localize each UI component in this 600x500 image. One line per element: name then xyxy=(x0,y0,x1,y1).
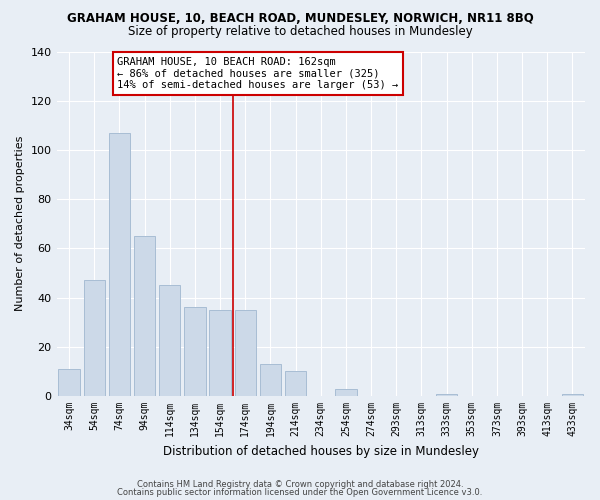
Bar xyxy=(562,394,583,396)
Bar xyxy=(58,369,80,396)
Bar xyxy=(184,308,206,396)
Bar xyxy=(209,310,231,396)
Text: Contains HM Land Registry data © Crown copyright and database right 2024.: Contains HM Land Registry data © Crown c… xyxy=(137,480,463,489)
Text: Contains public sector information licensed under the Open Government Licence v3: Contains public sector information licen… xyxy=(118,488,482,497)
Bar xyxy=(285,372,307,396)
Bar xyxy=(260,364,281,396)
Bar xyxy=(235,310,256,396)
Bar xyxy=(159,286,181,396)
Bar xyxy=(134,236,155,396)
Text: GRAHAM HOUSE, 10 BEACH ROAD: 162sqm
← 86% of detached houses are smaller (325)
1: GRAHAM HOUSE, 10 BEACH ROAD: 162sqm ← 86… xyxy=(118,56,398,90)
Bar xyxy=(109,132,130,396)
Bar xyxy=(335,388,356,396)
Y-axis label: Number of detached properties: Number of detached properties xyxy=(15,136,25,312)
Bar xyxy=(436,394,457,396)
Bar xyxy=(83,280,105,396)
Text: Size of property relative to detached houses in Mundesley: Size of property relative to detached ho… xyxy=(128,25,472,38)
Text: GRAHAM HOUSE, 10, BEACH ROAD, MUNDESLEY, NORWICH, NR11 8BQ: GRAHAM HOUSE, 10, BEACH ROAD, MUNDESLEY,… xyxy=(67,12,533,26)
X-axis label: Distribution of detached houses by size in Mundesley: Distribution of detached houses by size … xyxy=(163,444,479,458)
